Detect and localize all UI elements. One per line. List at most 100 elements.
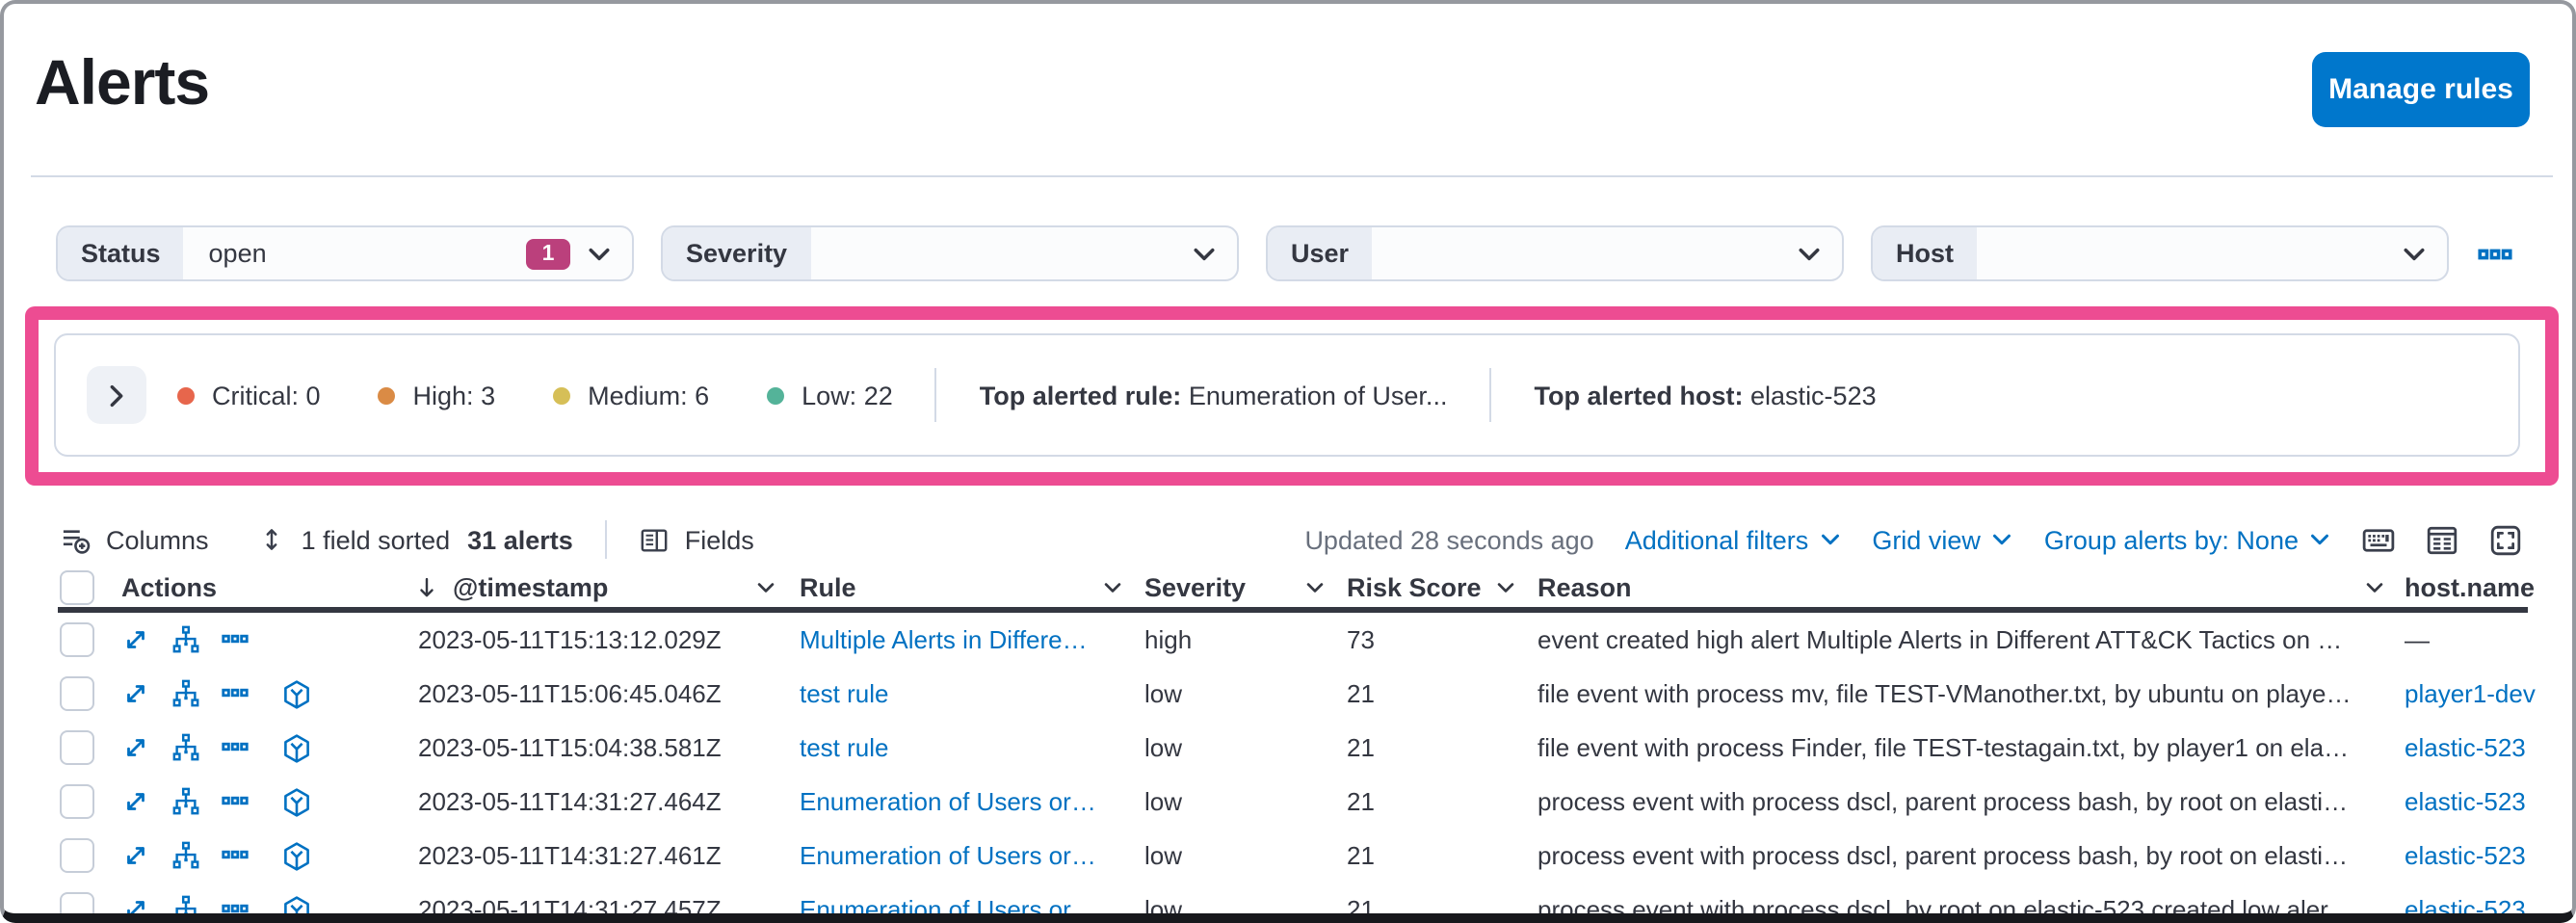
column-header-reason[interactable]: Reason [1538, 572, 1632, 601]
rule-link[interactable]: Multiple Alerts in Different ... [800, 625, 1098, 654]
more-actions-icon[interactable] [222, 679, 250, 708]
analyzer-graph-icon[interactable] [171, 841, 200, 870]
expand-alert-icon[interactable] [121, 895, 150, 913]
column-header-rule[interactable]: Rule [800, 572, 856, 601]
low-dot-icon [767, 386, 785, 404]
high-count-label: High: 3 [412, 381, 496, 409]
rule-link[interactable]: Enumeration of Users or Gr... [800, 787, 1098, 816]
columns-label: Columns [106, 525, 209, 554]
rule-link[interactable]: test rule [800, 733, 889, 762]
filter-status-value-area[interactable]: open 1 [184, 227, 632, 279]
host-name-link[interactable]: elastic-523 [2405, 787, 2526, 816]
column-header-timestamp[interactable]: @timestamp [453, 572, 609, 601]
more-actions-icon[interactable] [222, 895, 250, 913]
alert-risk-score: 21 [1347, 841, 1375, 870]
more-actions-icon[interactable] [222, 733, 250, 762]
host-name-link[interactable]: — [2405, 625, 2430, 654]
alert-severity: low [1144, 841, 1183, 870]
session-view-icon[interactable] [281, 733, 310, 763]
columns-button[interactable]: Columns [62, 525, 209, 554]
display-density-icon[interactable] [2426, 523, 2458, 556]
column-header-risk-score[interactable]: Risk Score [1347, 572, 1482, 601]
row-checkbox[interactable] [60, 730, 94, 765]
alert-risk-score: 21 [1347, 895, 1375, 923]
summary-divider [934, 368, 937, 422]
alert-risk-score: 21 [1347, 679, 1375, 708]
column-actions-chevron-icon[interactable] [755, 576, 776, 597]
sort-fields-button[interactable]: 1 field sorted [259, 525, 450, 554]
host-name-link[interactable]: elastic-523 [2405, 733, 2526, 762]
more-actions-icon[interactable] [222, 841, 250, 870]
fields-button[interactable]: Fields [641, 525, 754, 554]
alert-timestamp: 2023-05-11T15:04:38.581Z [418, 733, 722, 762]
alert-reason: event created high alert Multiple Alerts… [1538, 625, 2354, 654]
more-filters-icon[interactable] [2478, 237, 2512, 272]
column-actions-chevron-icon[interactable] [1102, 576, 1123, 597]
expand-summary-button[interactable] [87, 366, 146, 424]
expand-alert-icon[interactable] [121, 679, 150, 708]
annotation-highlight-box [25, 306, 2559, 486]
row-checkbox[interactable] [60, 784, 94, 819]
analyzer-graph-icon[interactable] [171, 895, 200, 913]
analyzer-graph-icon[interactable] [171, 679, 200, 708]
filter-status[interactable]: Status open 1 [56, 225, 634, 281]
high-dot-icon [378, 386, 396, 404]
row-checkbox[interactable] [60, 838, 94, 873]
analyzer-graph-icon[interactable] [171, 625, 200, 654]
more-actions-icon[interactable] [222, 787, 250, 816]
row-checkbox[interactable] [60, 622, 94, 657]
more-actions-icon[interactable] [222, 625, 250, 654]
session-view-icon[interactable] [281, 895, 310, 913]
rule-link[interactable]: Enumeration of Users or Gr... [800, 895, 1098, 923]
table-row: 2023-05-11T14:31:27.457Z Enumeration of … [4, 883, 2572, 923]
host-name-link[interactable]: elastic-523 [2405, 895, 2526, 923]
table-row: 2023-05-11T15:04:38.581Z test rule low 2… [4, 721, 2572, 775]
row-checkbox[interactable] [60, 892, 94, 913]
fields-label: Fields [684, 525, 754, 554]
expand-alert-icon[interactable] [121, 625, 150, 654]
column-actions-chevron-icon[interactable] [1304, 576, 1326, 597]
sort-icon [259, 526, 286, 553]
chevron-down-icon [2401, 240, 2428, 267]
group-alerts-by-button[interactable]: Group alerts by: None [2044, 525, 2331, 554]
session-view-icon[interactable] [281, 787, 310, 817]
session-view-icon[interactable] [281, 841, 310, 871]
grid-view-button[interactable]: Grid view [1872, 525, 2013, 554]
table-row: 2023-05-11T14:31:27.464Z Enumeration of … [4, 775, 2572, 829]
severity-count-low: Low: 22 [767, 381, 893, 409]
select-all-checkbox[interactable] [60, 569, 94, 604]
column-header-host-name[interactable]: host.name [2405, 572, 2536, 601]
sort-descending-icon [414, 574, 439, 599]
filter-severity[interactable]: Severity [661, 225, 1239, 281]
filter-user[interactable]: User [1266, 225, 1844, 281]
row-checkbox[interactable] [60, 676, 94, 711]
filter-host-label: Host [1873, 227, 1977, 279]
alert-reason: process event with process dscl, parent … [1538, 841, 2354, 870]
analyzer-graph-icon[interactable] [171, 733, 200, 762]
additional-filters-button[interactable]: Additional filters [1625, 525, 1842, 554]
expand-alert-icon[interactable] [121, 841, 150, 870]
rule-link[interactable]: test rule [800, 679, 889, 708]
expand-alert-icon[interactable] [121, 787, 150, 816]
grid-view-label: Grid view [1872, 525, 1981, 554]
columns-icon [62, 525, 91, 554]
session-view-icon[interactable] [281, 679, 310, 709]
column-actions-chevron-icon[interactable] [2364, 576, 2385, 597]
table-row: 2023-05-11T15:13:12.029Z Multiple Alerts… [4, 613, 2572, 667]
manage-rules-button[interactable]: Manage rules [2312, 52, 2530, 127]
table-toolbar-left: Columns 1 field sorted 31 alerts Fields [62, 513, 754, 567]
fields-icon [641, 525, 670, 554]
analyzer-graph-icon[interactable] [171, 787, 200, 816]
fullscreen-icon[interactable] [2489, 523, 2522, 556]
rule-link[interactable]: Enumeration of Users or Gr... [800, 841, 1098, 870]
column-actions-chevron-icon[interactable] [1495, 576, 1516, 597]
group-alerts-by-label: Group alerts by: None [2043, 525, 2299, 554]
keyboard-shortcuts-icon[interactable] [2362, 523, 2395, 556]
alert-timestamp: 2023-05-11T14:31:27.464Z [418, 787, 722, 816]
column-header-severity[interactable]: Severity [1144, 572, 1247, 601]
host-name-link[interactable]: player1-dev [2405, 679, 2536, 708]
filter-host[interactable]: Host [1871, 225, 2449, 281]
expand-alert-icon[interactable] [121, 733, 150, 762]
host-name-link[interactable]: elastic-523 [2405, 841, 2526, 870]
